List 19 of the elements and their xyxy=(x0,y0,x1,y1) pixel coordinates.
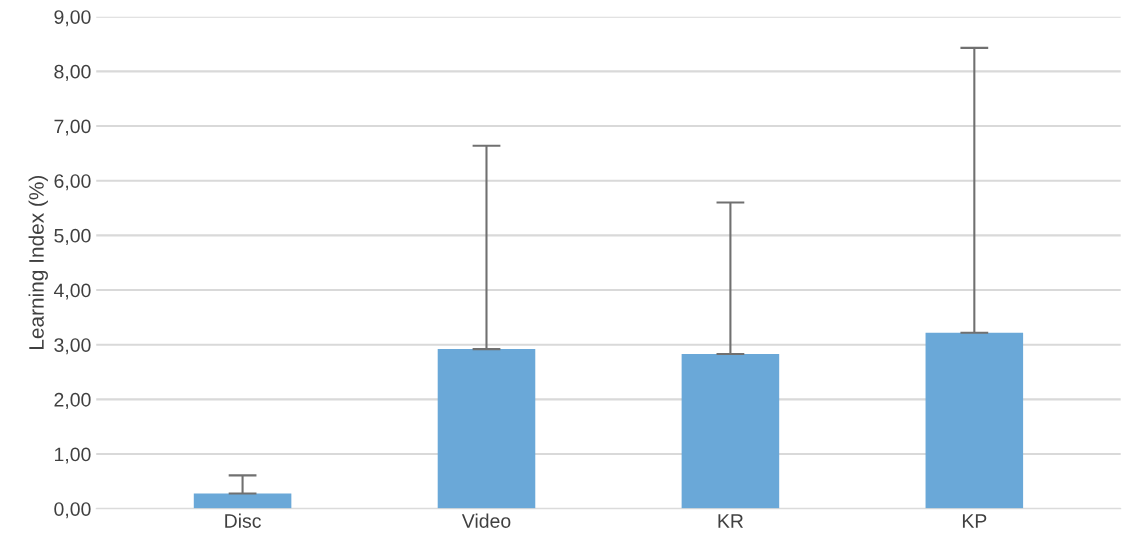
y-tick-label: 9,00 xyxy=(54,10,91,27)
x-tick-label: Disc xyxy=(225,513,261,528)
x-tick-label: KP xyxy=(962,514,987,528)
x-tick-label: KR xyxy=(718,514,744,528)
bar xyxy=(925,332,1024,509)
bar xyxy=(437,349,536,509)
y-tick-label: 3,00 xyxy=(54,338,91,355)
y-tick-label: 8,00 xyxy=(54,64,91,81)
x-tick-label: Video xyxy=(461,513,511,528)
y-tick-label: 2,00 xyxy=(54,392,91,409)
bar xyxy=(681,354,780,509)
y-tick-label: 0,00 xyxy=(54,502,91,519)
bar xyxy=(193,493,292,509)
y-tick-label: 4,00 xyxy=(53,283,91,300)
y-tick-label: 7,00 xyxy=(54,119,91,136)
y-axis-title: Learning Index (%) xyxy=(28,175,48,350)
y-tick-label: 1,00 xyxy=(55,447,91,464)
y-tick-label: 6,00 xyxy=(54,174,91,191)
y-tick-label: 5,00 xyxy=(54,228,91,245)
